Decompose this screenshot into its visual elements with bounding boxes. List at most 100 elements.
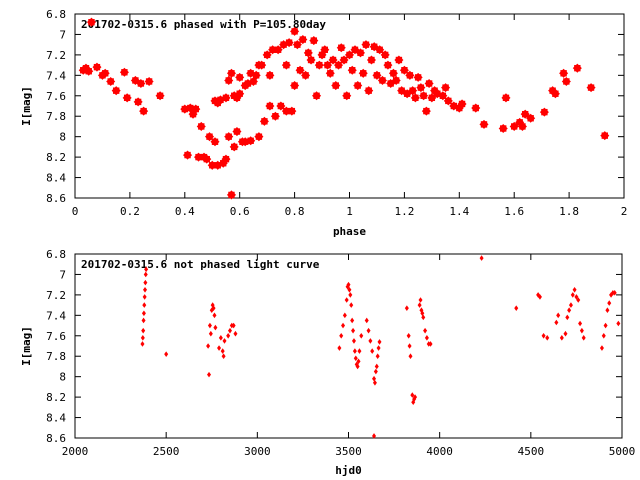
x-tick-label: 4000 — [426, 445, 453, 458]
data-point — [252, 72, 260, 79]
data-point — [181, 105, 188, 113]
data-point — [236, 74, 243, 81]
x-tick-label: 3500 — [335, 445, 362, 458]
data-point — [164, 351, 169, 357]
panel-phased: 201702-0315.6 phased with P=105.80day ph… — [20, 8, 627, 238]
data-point — [428, 341, 433, 347]
y-tick-label: 7.8 — [46, 350, 66, 363]
data-point — [307, 56, 315, 64]
data-point — [420, 310, 425, 317]
data-point — [207, 322, 212, 329]
data-point — [376, 345, 381, 351]
data-point — [381, 51, 389, 59]
data-point — [195, 153, 202, 161]
data-point — [250, 78, 257, 85]
y-tick-label: 7.4 — [46, 309, 66, 322]
data-point — [401, 67, 408, 74]
data-point — [414, 74, 422, 81]
data-point — [579, 327, 584, 334]
data-point — [392, 77, 400, 84]
data-point — [342, 312, 347, 319]
data-point — [255, 133, 263, 140]
x-tick-label: 1.8 — [559, 205, 579, 218]
data-point — [294, 41, 301, 48]
data-point — [357, 348, 362, 354]
y-tick-label: 7.8 — [46, 110, 66, 123]
data-point — [222, 94, 230, 102]
data-point — [272, 113, 279, 120]
ticks: 0 0.2 0.4 0.6 0.8 1 1.2 1.4 1.6 1.8 2 6.8 7 7.2 7.4 7.6… — [46, 8, 627, 218]
data-point — [338, 44, 345, 51]
y-tick-label: 6.8 — [46, 248, 66, 261]
data-point — [198, 123, 205, 130]
data-point — [359, 332, 364, 339]
data-point — [516, 119, 523, 126]
data-point — [354, 82, 361, 89]
data-point — [568, 302, 573, 308]
chart-title: 201702-0315.6 not phased light curve — [81, 258, 320, 271]
data-point — [142, 294, 147, 300]
data-point — [144, 266, 149, 273]
y-tick-label: 8.2 — [46, 391, 66, 404]
x-tick-label: 0 — [72, 205, 79, 218]
data-point — [479, 255, 484, 261]
data-points — [78, 17, 610, 200]
data-point — [379, 77, 386, 84]
data-point — [541, 332, 546, 339]
data-point — [335, 61, 342, 69]
data-point — [218, 335, 223, 341]
data-point — [458, 100, 466, 108]
y-tick-label: 8.6 — [46, 432, 66, 445]
data-point — [206, 133, 213, 140]
data-point — [233, 330, 238, 337]
data-point — [184, 151, 191, 159]
y-tick-label: 8 — [59, 131, 66, 144]
data-point — [225, 133, 232, 140]
y-tick-label: 6.8 — [46, 8, 66, 21]
data-point — [313, 92, 320, 99]
data-point — [601, 132, 608, 139]
data-point — [343, 92, 350, 99]
data-point — [207, 371, 212, 378]
data-point — [409, 87, 416, 94]
data-point — [285, 39, 293, 46]
data-point — [612, 290, 617, 296]
data-point — [368, 56, 375, 64]
data-point — [434, 90, 441, 97]
data-point — [344, 297, 349, 303]
data-point — [143, 286, 148, 293]
data-point — [552, 90, 559, 97]
chart-title: 201702-0315.6 phased with P=105.80day — [81, 18, 326, 31]
data-point — [384, 61, 392, 69]
data-point — [587, 84, 595, 91]
y-tick-label: 7 — [59, 268, 66, 281]
data-point — [500, 125, 507, 132]
data-point — [601, 332, 606, 339]
data-point — [348, 292, 353, 298]
data-point — [567, 307, 572, 314]
data-point — [406, 72, 414, 79]
data-point — [349, 67, 356, 74]
data-point — [266, 102, 274, 110]
data-point — [337, 345, 342, 351]
data-point — [599, 345, 604, 351]
data-point — [527, 115, 534, 122]
data-point — [572, 286, 577, 293]
x-axis-label: phase — [333, 225, 366, 238]
data-point — [226, 332, 231, 339]
data-point — [412, 94, 419, 102]
data-point — [423, 107, 430, 115]
data-point — [421, 314, 426, 321]
data-point — [352, 348, 357, 354]
data-point — [445, 97, 452, 105]
data-point — [350, 317, 355, 324]
data-point — [365, 87, 372, 94]
data-point — [372, 380, 377, 386]
data-point — [88, 18, 95, 26]
data-point — [329, 56, 337, 64]
x-tick-label: 2500 — [153, 445, 180, 458]
data-point — [299, 36, 307, 43]
data-point — [605, 307, 610, 314]
data-point — [519, 123, 526, 130]
y-tick-label: 7.2 — [46, 289, 66, 302]
